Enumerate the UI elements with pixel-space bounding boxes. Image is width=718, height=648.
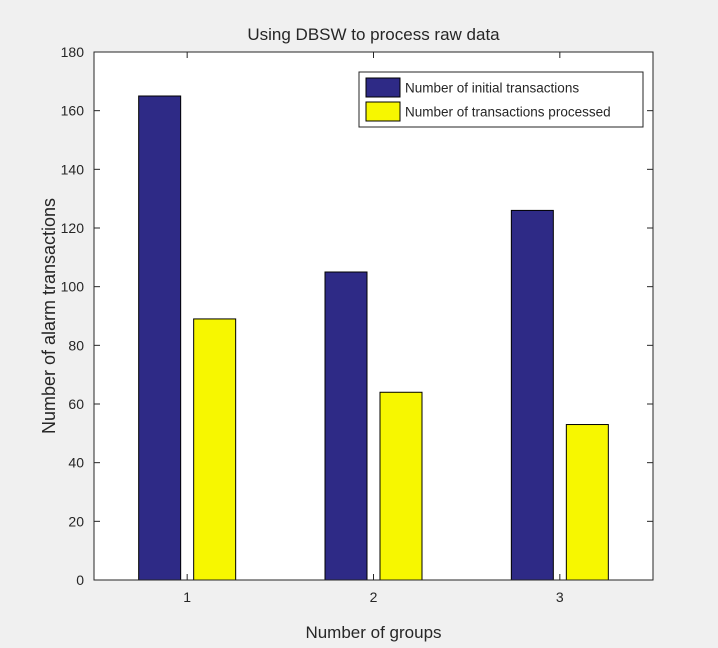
- legend-label-initial: Number of initial transactions: [405, 81, 579, 96]
- y-tick-label: 100: [61, 279, 85, 295]
- bar-initial-group-1: [138, 95, 182, 581]
- y-axis-ticks: 0 20 40 60 80 100 120 140 160 180: [61, 44, 653, 588]
- bars-group: [138, 95, 609, 581]
- chart-title: Using DBSW to process raw data: [247, 25, 500, 44]
- y-tick-label: 0: [76, 572, 84, 588]
- y-axis-label: Number of alarm transactions: [39, 198, 59, 434]
- legend-swatch-processed: [365, 101, 401, 122]
- y-tick-label: 40: [68, 455, 84, 471]
- bar-processed-group-1: [193, 318, 237, 581]
- x-tick-label: 3: [556, 589, 564, 605]
- y-tick-label: 180: [61, 44, 85, 60]
- legend-box: [358, 71, 644, 128]
- y-tick-label: 140: [61, 161, 85, 177]
- bar-processed-group-3: [565, 424, 609, 581]
- y-tick-label: 80: [68, 337, 84, 353]
- y-tick-label: 160: [61, 103, 85, 119]
- x-axis-label: Number of groups: [305, 623, 441, 642]
- axes-background: [94, 52, 653, 580]
- x-axis-ticks: 1 2 3: [183, 52, 564, 605]
- legend-swatch-initial: [365, 77, 401, 98]
- legend: Number of initial transactions Number of…: [358, 71, 644, 128]
- legend-label-processed: Number of transactions processed: [405, 105, 611, 120]
- bar-processed-group-2: [379, 391, 423, 581]
- y-tick-label: 60: [68, 396, 84, 412]
- y-tick-label: 120: [61, 220, 85, 236]
- x-tick-label: 2: [370, 589, 378, 605]
- axes-box: [93, 51, 654, 581]
- bar-initial-group-2: [324, 271, 368, 581]
- x-tick-label: 1: [183, 589, 191, 605]
- bar-initial-group-3: [510, 209, 554, 581]
- y-tick-label: 20: [68, 513, 84, 529]
